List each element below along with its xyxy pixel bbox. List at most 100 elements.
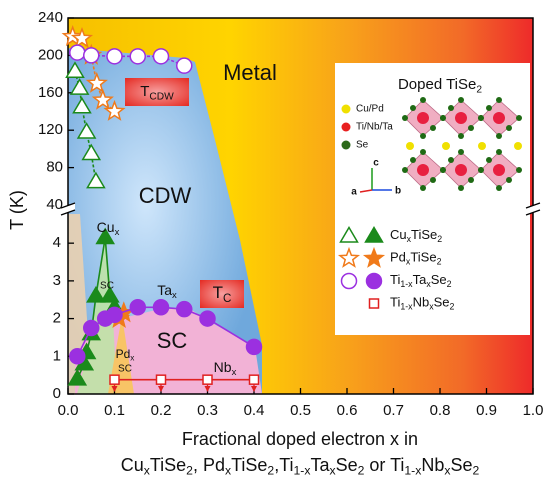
axis-name: c — [373, 158, 379, 169]
y-tick-label: 1 — [53, 347, 61, 364]
marker — [84, 48, 99, 63]
marker — [130, 49, 145, 64]
x-tick-label: 0.9 — [476, 402, 497, 419]
marker — [177, 58, 192, 73]
atom — [420, 149, 426, 155]
atom — [458, 149, 464, 155]
y-tick-label: 40 — [46, 196, 63, 213]
atom — [420, 97, 426, 103]
atom-label: Se — [356, 140, 369, 151]
atom — [455, 112, 467, 124]
x-tick-label: 0.6 — [337, 402, 358, 419]
atom — [493, 164, 505, 176]
atom — [440, 167, 446, 173]
atom — [430, 177, 436, 183]
atom — [402, 167, 408, 173]
x-tick-label: 0.5 — [290, 402, 311, 419]
marker — [110, 375, 119, 384]
atom — [468, 125, 474, 131]
legend-label: PdxTiSe2 — [390, 250, 442, 267]
atom — [496, 185, 502, 191]
x-tick-label: 0.4 — [244, 402, 265, 419]
x-tick-label: 0.3 — [197, 402, 218, 419]
y-tick-label: 3 — [53, 272, 61, 289]
y-tick-label: 120 — [38, 121, 63, 138]
axis-name: a — [351, 187, 357, 198]
atom — [448, 157, 454, 163]
y-tick-label: 0 — [53, 385, 61, 402]
atom — [458, 185, 464, 191]
atom — [448, 105, 454, 111]
atom — [410, 157, 416, 163]
atom — [516, 167, 522, 173]
y-tick-label: 4 — [53, 234, 61, 251]
atom — [417, 164, 429, 176]
marker — [247, 339, 262, 354]
marker — [154, 49, 169, 64]
annotation: SC — [118, 364, 132, 375]
annotation: SC — [100, 281, 114, 292]
atom-key — [342, 141, 351, 150]
annotation: CDW — [139, 183, 192, 208]
annotation: Metal — [223, 60, 277, 85]
y-tick-label: 240 — [38, 9, 63, 26]
atom — [496, 149, 502, 155]
axis-name: b — [395, 186, 401, 197]
marker — [250, 375, 259, 384]
inset-title: Doped TiSe2 — [398, 76, 482, 95]
atom-key — [342, 105, 351, 114]
atom — [478, 115, 484, 121]
x-tick-label: 0.8 — [430, 402, 451, 419]
marker — [70, 45, 85, 60]
marker — [107, 307, 122, 322]
atom — [496, 133, 502, 139]
x-axis-label: Fractional doped electron x in — [182, 429, 418, 449]
atom — [486, 105, 492, 111]
atom-key — [342, 123, 351, 132]
atom — [406, 142, 414, 150]
marker — [157, 375, 166, 384]
legend-label: Ti1-xNbxSe2 — [390, 295, 455, 312]
x-tick-label: 0.7 — [383, 402, 404, 419]
atom — [430, 125, 436, 131]
y-axis-label: T (K) — [7, 190, 27, 230]
atom — [496, 97, 502, 103]
legend-marker — [370, 299, 379, 308]
atom — [506, 177, 512, 183]
legend-label: CuxTiSe2 — [390, 227, 442, 244]
atom-label: Cu/Pd — [356, 104, 384, 115]
marker — [107, 49, 122, 64]
marker — [203, 375, 212, 384]
y-tick-label: 200 — [38, 46, 63, 63]
atom — [420, 185, 426, 191]
atom — [410, 105, 416, 111]
legend-marker — [342, 274, 357, 289]
atom-label: Ti/Nb/Ta — [356, 122, 393, 133]
y-tick-label: 160 — [38, 84, 63, 101]
atom — [514, 142, 522, 150]
y-tick-label: 80 — [46, 159, 63, 176]
annotation: SC — [157, 328, 188, 353]
marker — [84, 321, 99, 336]
atom — [442, 142, 450, 150]
marker — [154, 300, 169, 315]
x-axis-label: CuxTiSe2, PdxTiSe2,Ti1-xTaxSe2 or Ti1-xN… — [121, 455, 480, 478]
x-tick-label: 0.1 — [104, 402, 125, 419]
atom — [493, 112, 505, 124]
atom — [455, 164, 467, 176]
atom — [402, 115, 408, 121]
atom — [420, 133, 426, 139]
x-tick-label: 1.0 — [523, 402, 544, 419]
atom — [486, 157, 492, 163]
marker — [70, 349, 85, 364]
atom — [440, 115, 446, 121]
x-tick-label: 0.2 — [151, 402, 172, 419]
marker — [177, 302, 192, 317]
atom — [468, 177, 474, 183]
atom — [506, 125, 512, 131]
marker — [200, 311, 215, 326]
marker — [130, 300, 145, 315]
atom — [458, 97, 464, 103]
chart: 0.00.10.20.30.40.50.60.70.80.91.04080120… — [0, 0, 545, 482]
atom — [417, 112, 429, 124]
